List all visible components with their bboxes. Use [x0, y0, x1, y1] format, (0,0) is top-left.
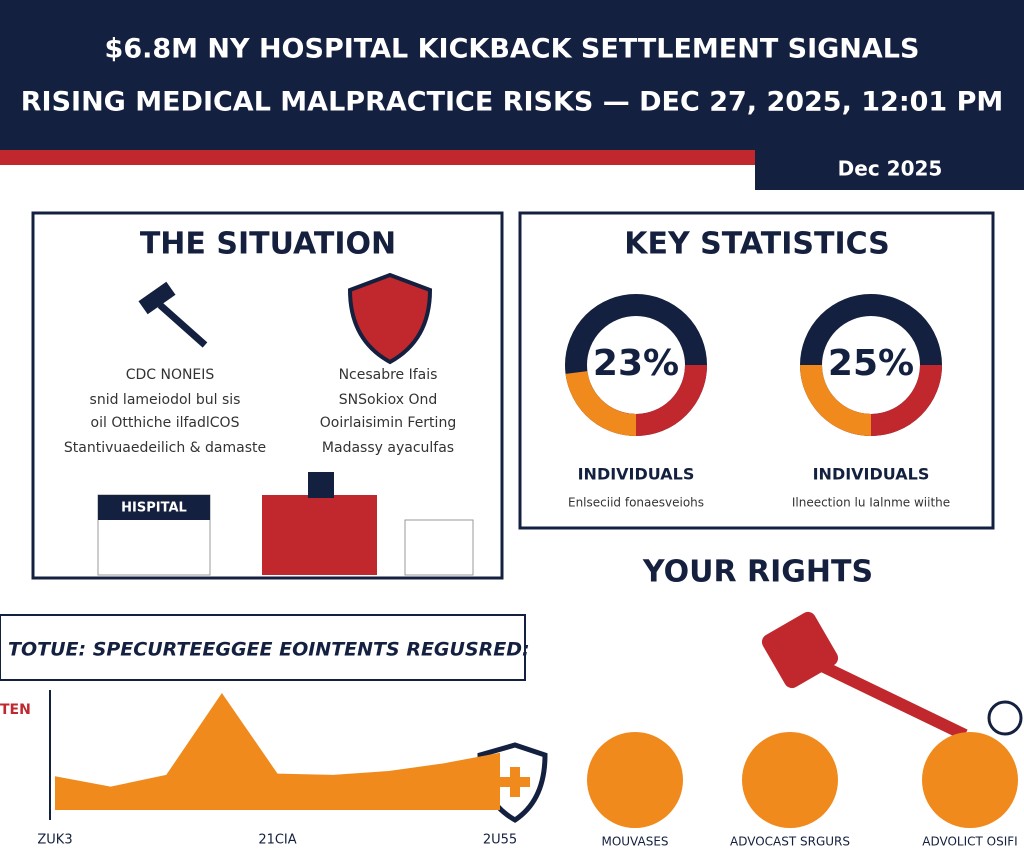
date-badge: Dec 2025 — [838, 157, 943, 181]
section-title: THE SITUATION — [140, 227, 396, 262]
header-stripe — [0, 150, 755, 165]
situation-box — [31, 211, 504, 580]
hospital-building — [262, 495, 377, 575]
x-tick-label: ZUK3 — [37, 833, 72, 848]
donut-label: 25% — [828, 343, 914, 384]
x-tick-label: 2U55 — [483, 833, 517, 848]
chart-header-box — [0, 614, 526, 681]
donut-value-arc — [800, 294, 942, 436]
date-badge-bg — [755, 150, 1024, 190]
section-title: KEY STATISTICS — [624, 227, 890, 262]
rights-icon — [922, 732, 1018, 828]
stat-label: INDIVIDUALS — [578, 465, 695, 484]
hospital-sign: HISPITAL — [121, 501, 187, 516]
gavel — [761, 611, 968, 741]
y-label: TEN — [0, 702, 31, 718]
gavel-icon — [138, 281, 208, 348]
situation-line: snid lameiodol bul sis — [90, 392, 241, 408]
stats-box — [518, 211, 995, 530]
donut-value-arc — [565, 294, 707, 436]
situation-line: oil Otthiche ilfadlCOS — [91, 415, 240, 431]
area — [55, 693, 500, 810]
chart-title: TOTUE: SPECURTEEGGEE EOINTENTS REGUSRED: — [8, 639, 530, 661]
close-icon — [987, 700, 1023, 736]
cross — [510, 767, 520, 797]
title: RISING MEDICAL MALPRACTICE RISKS — DEC 2… — [21, 87, 1004, 118]
rights-icon — [742, 732, 838, 828]
situation-line: Madassy ayaculfas — [322, 440, 454, 456]
x-tick-label: 21CIA — [258, 833, 296, 848]
situation-heading: Ncesabre Ifais — [339, 367, 438, 383]
shield-icon — [347, 272, 433, 365]
rights-label: ADVOLICT OSIFI — [922, 835, 1017, 849]
section-title: YOUR RIGHTS — [642, 555, 873, 590]
situation-line: Ooirlaisimin Ferting — [320, 415, 456, 431]
situation-heading: CDC NONEIS — [126, 367, 215, 383]
stat-note: Enlseciid fonaesveiohs — [568, 496, 704, 510]
title: $6.8M NY HOSPITAL KICKBACK SETTLEMENT SI… — [105, 34, 920, 65]
stat-note: Ilneection lu Ialnme wiithe — [792, 496, 950, 510]
hospital-tower — [308, 472, 334, 498]
header-bg — [0, 0, 1024, 150]
stat-label: INDIVIDUALS — [813, 465, 930, 484]
donut-label: 23% — [593, 343, 679, 384]
situation-line: SNSokiox Ond — [339, 392, 437, 408]
document-icon — [404, 519, 474, 576]
rights-label: ADVOCAST SRGURS — [730, 835, 850, 849]
rights-label: MOUVASES — [601, 835, 668, 849]
rights-icon — [587, 732, 683, 828]
situation-line: Stantivuaedeilich & damaste — [64, 440, 266, 456]
hospital-sign-bg — [98, 495, 210, 520]
